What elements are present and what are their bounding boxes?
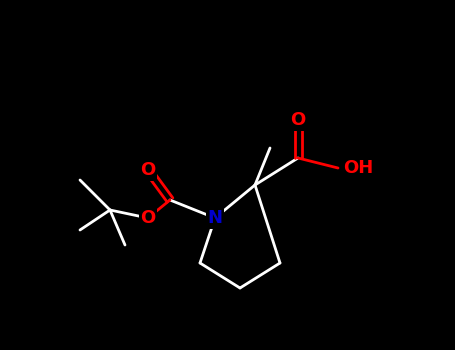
Text: O: O xyxy=(290,111,306,129)
Text: N: N xyxy=(207,209,222,227)
Text: O: O xyxy=(141,209,156,227)
Text: OH: OH xyxy=(343,159,373,177)
Text: O: O xyxy=(141,161,156,179)
